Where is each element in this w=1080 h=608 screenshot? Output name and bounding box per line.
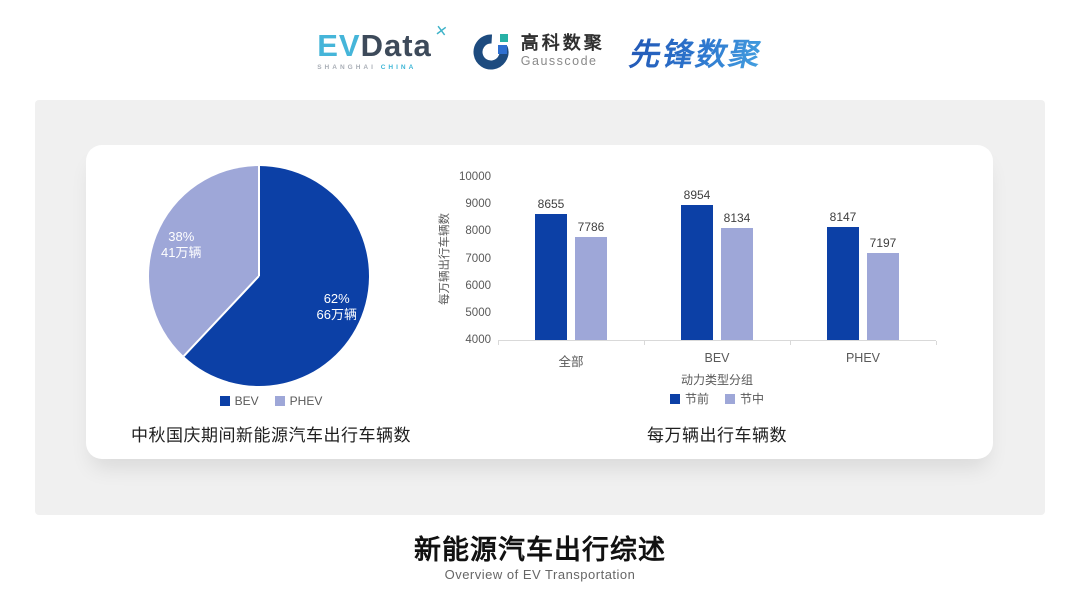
- bar-节中-全部: [575, 237, 607, 340]
- bar-tick-label: 4000: [465, 334, 491, 346]
- gausscode-en-name: Gausscode: [520, 53, 598, 68]
- stats-card: 62% 66万辆 38% 41万辆 BEV PHEV 中秋国庆期间新能源汽车出行车辆数 …: [86, 145, 993, 459]
- bar-tick-label: 10000: [459, 171, 491, 183]
- pie-slice-phev: [149, 166, 259, 357]
- bar-value-label: 7197: [869, 236, 897, 251]
- bar-tick-label: 5000: [465, 306, 491, 319]
- legend-item-phev: PHEV: [274, 394, 323, 408]
- bar-value-label: 7786: [577, 220, 605, 235]
- bar-value-label: 8954: [683, 188, 711, 203]
- evdata-subline: SHANGHAI CHINA: [317, 65, 432, 72]
- bar-chart-title: 每万辆出行车辆数: [647, 426, 787, 445]
- evdata-shanghai-text: SHANGHAI: [317, 64, 376, 72]
- legend-label: 节前: [684, 392, 709, 406]
- bar-axis-tick: [644, 341, 645, 345]
- gausscode-logo: 高科数聚 Gausscode: [472, 31, 605, 71]
- bar-节前-全部: [535, 213, 567, 340]
- bar-tick-label: 7000: [465, 252, 491, 265]
- xianfeng-logo: 先锋数聚: [626, 29, 768, 74]
- bar-节中-BEV: [721, 227, 753, 340]
- bar-category-label: PHEV: [845, 351, 881, 365]
- bar-axis-tick: [498, 341, 499, 345]
- bar-节中-PHEV: [867, 253, 899, 340]
- legend-item-bev: BEV: [219, 394, 259, 408]
- bar-axis-tick: [936, 341, 937, 345]
- pie-chart: 62% 66万辆 38% 41万辆: [148, 165, 370, 387]
- evdata-data-text: Data: [360, 28, 432, 64]
- legend-swatch-icon: [274, 396, 285, 406]
- pie-svg: [149, 166, 369, 386]
- legend-swatch-icon: [219, 396, 230, 406]
- legend-item-节前: 节前: [669, 390, 709, 407]
- evdata-china-text: CHINA: [380, 64, 417, 72]
- bar-legend: 节前 节中: [498, 390, 936, 407]
- bar-节前-PHEV: [827, 227, 859, 340]
- spark-icon: ✕: [434, 22, 449, 42]
- legend-label: BEV: [234, 394, 259, 408]
- pie-legend: BEV PHEV: [86, 394, 456, 408]
- legend-swatch-icon: [669, 393, 680, 404]
- bar-tick-label: 9000: [465, 198, 491, 211]
- footer-title: 新能源汽车出行综述: [414, 535, 666, 565]
- bar-tick-label: 6000: [465, 279, 491, 292]
- bar-axis-tick: [790, 341, 791, 345]
- pie-label-phev: 38% 41万辆: [161, 228, 202, 261]
- legend-item-节中: 节中: [725, 390, 764, 407]
- pie-chart-title: 中秋国庆期间新能源汽车出行车辆数: [131, 426, 411, 445]
- bar-节前-BEV: [681, 205, 713, 340]
- pie-slice-bev: [183, 166, 369, 386]
- footer-subtitle: Overview of EV Transportation: [444, 567, 636, 582]
- bar-value-label: 8134: [723, 210, 751, 225]
- bar-category-label: BEV: [704, 351, 730, 365]
- gausscode-mark-icon: [473, 34, 509, 70]
- bar-y-ticks: 4000 5000 6000 7000 8000 9000 10000: [438, 171, 491, 346]
- pie-label-bev: 62% 66万辆: [316, 290, 357, 322]
- legend-label: 节中: [740, 392, 765, 406]
- bar-category-labels: 全部 BEV PHEV: [498, 351, 936, 370]
- pie-slice-divider: [182, 275, 260, 357]
- gausscode-text: 高科数聚 Gausscode: [520, 32, 605, 69]
- bar-category-label: 全部: [558, 355, 584, 369]
- bar-value-label: 8147: [829, 210, 857, 225]
- logo-row: EVData ✕ SHANGHAI CHINA 高科数聚 Gausscode 先…: [0, 20, 1080, 82]
- bar-value-label: 8655: [537, 196, 565, 211]
- evdata-ev-text: EV: [317, 28, 361, 64]
- evdata-wordmark: EVData: [317, 30, 432, 61]
- legend-swatch-icon: [725, 393, 735, 404]
- evdata-logo: EVData ✕ SHANGHAI CHINA: [317, 22, 449, 72]
- bar-plot: 8655 7786 8954 8134 8147 7197: [498, 178, 937, 345]
- bar-tick-label: 8000: [465, 225, 491, 238]
- gausscode-cn-name: 高科数聚: [520, 32, 605, 53]
- stats-panel: 62% 66万辆 38% 41万辆 BEV PHEV 中秋国庆期间新能源汽车出行车辆数 …: [35, 100, 1045, 515]
- legend-label: PHEV: [289, 394, 323, 408]
- bar-x-axis-label: 动力类型分组: [680, 373, 753, 387]
